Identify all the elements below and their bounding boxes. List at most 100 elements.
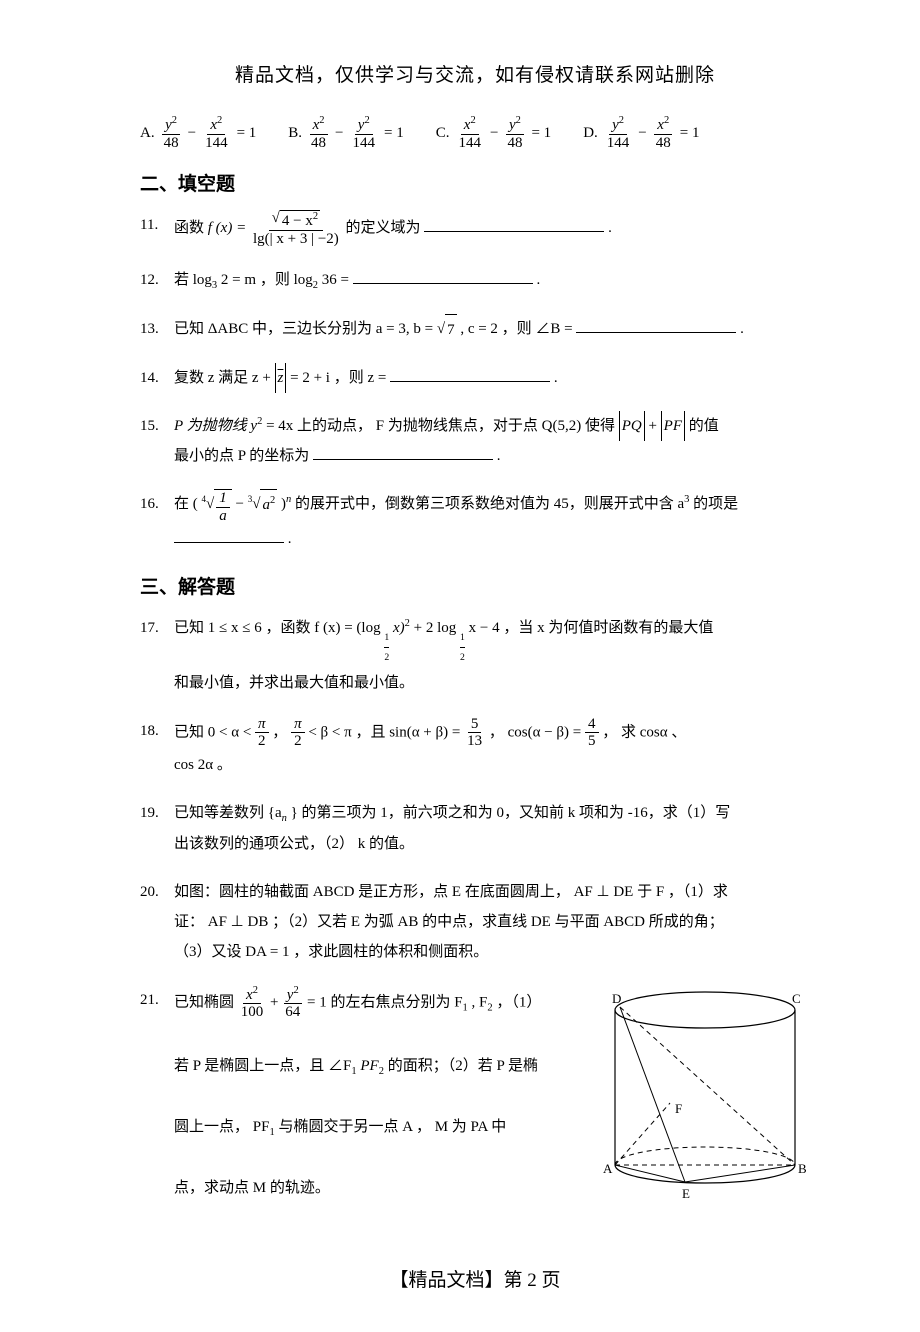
q12-arg1: 2 = m	[217, 272, 256, 288]
frac-den: 144	[604, 135, 633, 152]
choice-C: C. x2144 − y248 = 1	[436, 115, 551, 151]
q11-num: 11.	[140, 210, 174, 240]
frac-num: x	[210, 117, 217, 133]
q18-num: 18.	[140, 716, 174, 746]
q17-t1: 已知 1 ≤ x ≤ 6 ，函数 f (x) = (log	[174, 620, 381, 636]
q16-1: 1	[216, 490, 230, 508]
label-B: B	[798, 1161, 807, 1176]
q18-5: 5	[468, 716, 482, 734]
question-20: 20. 如图：圆柱的轴截面 ABCD 是正方形，点 E 在底面圆周上， AF ⊥…	[140, 877, 810, 967]
blank	[390, 366, 550, 382]
q15-t2: = 4x 上的动点， F 为抛物线焦点，对于点 Q(5,2) 使得	[266, 418, 619, 434]
q11-pre: 函数	[174, 220, 208, 236]
q18-t6: cos 2α 。	[174, 757, 232, 773]
q11-numerator: 4 − x	[282, 213, 313, 229]
answer-choices: A. y248 − x2144 = 1 B. x248 − y2144 = 1 …	[140, 115, 810, 151]
frac-num: x	[657, 117, 664, 133]
choice-B-label: B.	[288, 125, 302, 142]
q21-t4: ，（1）	[496, 994, 541, 1010]
q13-rad: 7	[445, 314, 457, 345]
q17-t3: + 2 log	[414, 620, 457, 636]
q12-t1: 若 log	[174, 272, 212, 288]
q15-t3: 的值	[689, 418, 719, 434]
q18-13: 13	[464, 733, 485, 750]
q18-t4: ， cos(α − β) =	[489, 724, 585, 740]
question-15: 15. P 为抛物线 y2 = 4x 上的动点， F 为抛物线焦点，对于点 Q(…	[140, 411, 810, 471]
frac-num: y	[612, 117, 619, 133]
question-12: 12. 若 log3 2 = m ，则 log2 36 = .	[140, 265, 810, 296]
question-17: 17. 已知 1 ≤ x ≤ 6 ，函数 f (x) = (log 12 x)2…	[140, 613, 810, 698]
q18-t1: 已知 0 < α <	[174, 724, 255, 740]
question-19: 19. 已知等差数列 {an } 的第三项为 1，前六项之和为 0，又知前 k …	[140, 798, 810, 859]
frac-den: 48	[653, 135, 674, 152]
frac-num: y	[509, 117, 516, 133]
q21-t2: = 1 的左右焦点分别为 F	[307, 994, 463, 1010]
q14-t1: 复数 z 满足 z +	[174, 370, 275, 386]
q11-fx: f (x) =	[208, 220, 246, 236]
q16-a: a	[216, 508, 230, 525]
label-A: A	[603, 1161, 613, 1176]
q21-s1b: 1	[351, 1066, 356, 1077]
q18-pi-a: π	[255, 716, 269, 734]
q18-pi-b: π	[291, 716, 305, 734]
q21-num: 21.	[140, 985, 174, 1015]
q16-num: 16.	[140, 489, 174, 519]
q17-t2: x)	[393, 620, 405, 636]
q21-s1: 1	[463, 1002, 468, 1013]
question-14: 14. 复数 z 满足 z + z = 2 + i ，则 z = .	[140, 363, 810, 393]
q14-t2: = 2 + i ，则 z =	[290, 370, 386, 386]
label-E: E	[682, 1186, 690, 1201]
q21-plus: +	[270, 994, 282, 1010]
q18-t2: ，	[272, 724, 291, 740]
q18-5d: 5	[585, 733, 599, 750]
frac-den: 144	[456, 135, 485, 152]
q20-t2: 证： AF ⊥ DB ；（2）又若 E 为弧 AB 的中点，求直线 DE 与平面…	[174, 914, 724, 930]
question-11: 11. 函数 f (x) = √4 − x2 lg(| x + 3 | −2) …	[140, 210, 810, 247]
label-C: C	[792, 991, 801, 1006]
frac-den: 144	[202, 135, 231, 152]
section-3-title: 三、解答题	[140, 572, 810, 599]
choice-A-label: A.	[140, 125, 155, 142]
q16-minus: −	[235, 496, 247, 512]
blank	[174, 527, 284, 543]
q20-num: 20.	[140, 877, 174, 907]
q21-t6: PF	[360, 1058, 378, 1074]
q16-t3: 的展开式中，倒数第三项系数绝对值为 45，则展开式中含 a	[295, 496, 684, 512]
q21-t3: , F	[472, 994, 488, 1010]
q21-s2b: 2	[379, 1066, 384, 1077]
frac-num: y	[165, 117, 172, 133]
q12-num: 12.	[140, 265, 174, 295]
q13-t2: , c = 2 ，则 ∠B =	[460, 321, 572, 337]
choice-D: D. y2144 − x248 = 1	[583, 115, 699, 151]
q21-yd: 64	[282, 1004, 303, 1021]
q18-t3: < β < π ，且 sin(α + β) =	[308, 724, 464, 740]
q21-xn: x	[246, 987, 253, 1003]
q15-t1: P 为抛物线 y	[174, 418, 257, 434]
q21-t10: 点，求动点 M 的轨迹。	[174, 1180, 330, 1196]
q21-t8: 圆上一点， PF	[174, 1119, 269, 1135]
q16-tail: .	[288, 531, 292, 547]
blank	[313, 444, 493, 460]
q19-t1: 已知等差数列 {a	[174, 805, 282, 821]
q18-t5: ， 求 cosα 、	[602, 724, 686, 740]
q11-tail: .	[608, 220, 612, 236]
q13-t1: 已知 ΔABC 中，三边长分别为 a = 3, b =	[174, 321, 437, 337]
page-header: 精品文档，仅供学习与交流，如有侵权请联系网站删除	[140, 60, 810, 87]
q21-t1: 已知椭圆	[174, 994, 238, 1010]
frac-den: 48	[161, 135, 182, 152]
q12-t2: ，则 log	[260, 272, 313, 288]
q21-t7: 的面积；（2）若 P 是椭	[388, 1058, 538, 1074]
q19-num: 19.	[140, 798, 174, 828]
q18-2a: 2	[255, 733, 269, 750]
section-2-title: 二、填空题	[140, 169, 810, 196]
q13-tail: .	[740, 321, 744, 337]
q21-t5: 若 P 是椭圆上一点，且 ∠F	[174, 1058, 351, 1074]
choice-A: A. y248 − x2144 = 1	[140, 115, 256, 151]
q15-tail: .	[497, 448, 501, 464]
q17-t5: 和最小值，并求出最大值和最小值。	[174, 675, 414, 691]
question-13: 13. 已知 ΔABC 中，三边长分别为 a = 3, b = √7 , c =…	[140, 314, 810, 345]
frac-den: 144	[350, 135, 379, 152]
blank	[424, 216, 604, 232]
question-18: 18. 已知 0 < α < π2 ， π2 < β < π ，且 sin(α …	[140, 716, 810, 780]
page-footer: 【精品文档】第 2 页	[140, 1265, 810, 1292]
